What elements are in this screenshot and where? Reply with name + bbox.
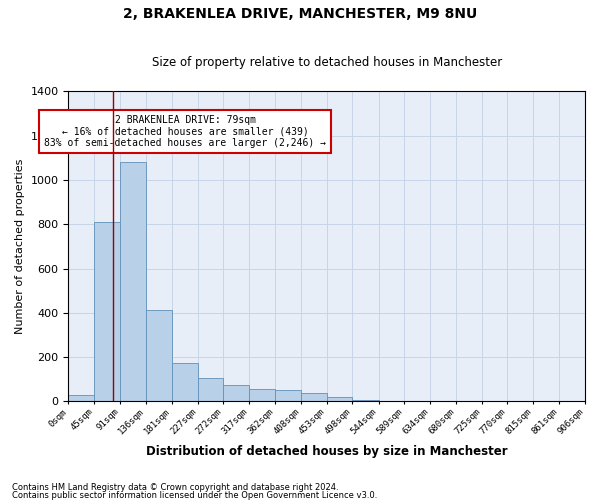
X-axis label: Distribution of detached houses by size in Manchester: Distribution of detached houses by size … <box>146 444 508 458</box>
Bar <box>68 395 94 402</box>
Y-axis label: Number of detached properties: Number of detached properties <box>15 159 25 334</box>
Bar <box>275 390 301 402</box>
Bar <box>327 397 352 402</box>
Bar <box>172 362 198 402</box>
Text: Contains public sector information licensed under the Open Government Licence v3: Contains public sector information licen… <box>12 490 377 500</box>
Text: Contains HM Land Registry data © Crown copyright and database right 2024.: Contains HM Land Registry data © Crown c… <box>12 484 338 492</box>
Bar <box>379 401 404 402</box>
Text: 2 BRAKENLEA DRIVE: 79sqm
← 16% of detached houses are smaller (439)
83% of semi-: 2 BRAKENLEA DRIVE: 79sqm ← 16% of detach… <box>44 114 326 148</box>
Bar <box>146 310 172 402</box>
Bar <box>223 385 249 402</box>
Bar <box>120 162 146 402</box>
Bar <box>198 378 223 402</box>
Bar <box>301 392 327 402</box>
Title: Size of property relative to detached houses in Manchester: Size of property relative to detached ho… <box>152 56 502 70</box>
Text: 2, BRAKENLEA DRIVE, MANCHESTER, M9 8NU: 2, BRAKENLEA DRIVE, MANCHESTER, M9 8NU <box>123 8 477 22</box>
Bar <box>94 222 120 402</box>
Bar <box>352 400 379 402</box>
Bar <box>249 390 275 402</box>
